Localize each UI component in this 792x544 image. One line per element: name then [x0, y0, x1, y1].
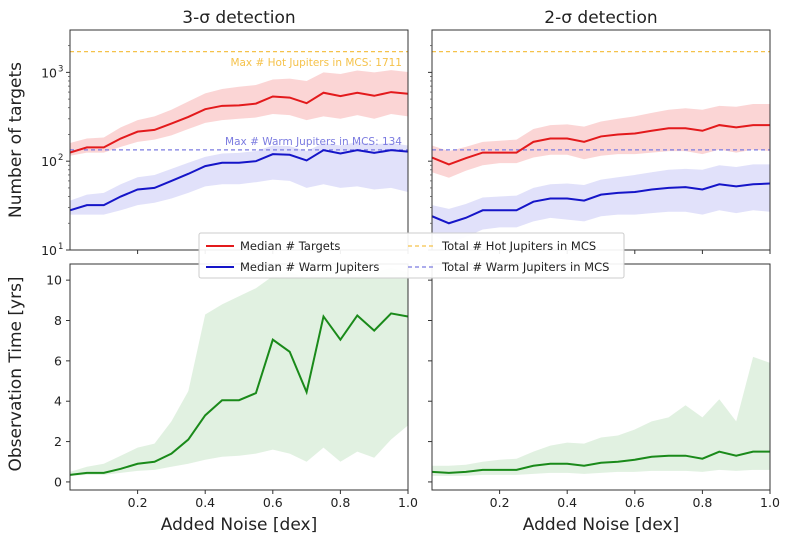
y-tick-label: 0 — [54, 474, 62, 489]
y-tick-label: 4 — [54, 394, 62, 409]
legend-label-median-targets: Median # Targets — [240, 239, 340, 253]
band-observation-time — [432, 356, 770, 476]
plot-area — [432, 51, 770, 243]
band-median-targets — [70, 70, 408, 156]
x-tick-label: 1.0 — [398, 495, 418, 510]
y-tick-label: 2 — [54, 434, 62, 449]
line-median-targets — [432, 124, 770, 166]
line-observation-time — [70, 312, 408, 476]
line-median-warm-jupiters — [432, 182, 770, 225]
warm-jupiter-reference-label: Max # Warm Jupiters in MCS: 134 — [225, 136, 402, 148]
y-tick-label: 8 — [54, 313, 62, 328]
y-tick-exponent: 1 — [58, 242, 63, 252]
legend-label-warm-jupiters: Median # Warm Jupiters — [240, 260, 379, 274]
hot-jupiter-reference-label: Max # Hot Jupiters in MCS: 1711 — [230, 57, 402, 69]
legend-box — [198, 232, 625, 279]
legend: Median # Targets Total # Hot Jupiters in… — [198, 232, 625, 279]
panel-2-sigma-targets — [428, 29, 771, 254]
panel-3-sigma-time: 0.2 0.4 0.6 0.8 1.0 0 2 4 6 8 10 — [46, 263, 418, 510]
x-tick-label: 0.8 — [330, 495, 350, 510]
y-tick-label: 10 — [41, 65, 57, 80]
plot-area — [70, 268, 408, 476]
band-median-warm-jupiters — [432, 164, 770, 243]
panel-2-sigma-time: 0.2 0.4 0.6 0.8 1.0 — [428, 263, 780, 510]
x-tick-label: 0.2 — [128, 495, 148, 510]
y-tick-label: 10 — [41, 154, 57, 169]
x-tick-label: 0.6 — [625, 495, 645, 510]
x-tick-label: 0.6 — [263, 495, 283, 510]
y-axis-label-top: Number of targets — [6, 62, 26, 218]
x-tick-label: 0.4 — [195, 495, 215, 510]
x-tick-label: 0.4 — [557, 495, 577, 510]
x-axis-label-left: Added Noise [dex] — [161, 515, 317, 535]
legend-label-hot-jupiters: Total # Hot Jupiters in MCS — [441, 239, 596, 253]
band-median-warm-jupiters — [70, 141, 408, 215]
line-median-targets — [70, 91, 408, 154]
y-tick-label: 10 — [46, 273, 62, 288]
legend-label-total-warm-jupiters: Total # Warm Jupiters in MCS — [441, 260, 609, 274]
plot-area — [432, 356, 770, 476]
y-tick-exponent: 3 — [58, 64, 63, 74]
panel-title-3sigma: 3-σ detection — [182, 8, 295, 28]
y-axis-label-bottom: Observation Time [yrs] — [6, 276, 26, 471]
x-tick-label: 0.2 — [490, 495, 510, 510]
y-tick-exponent: 2 — [58, 153, 63, 163]
band-observation-time — [70, 268, 408, 476]
x-axis-label-right: Added Noise [dex] — [523, 515, 679, 535]
line-observation-time — [432, 450, 770, 474]
band-median-targets — [432, 104, 770, 178]
line-median-warm-jupiters — [70, 149, 408, 212]
y-tick-label: 6 — [54, 353, 62, 368]
x-tick-label: 0.8 — [692, 495, 712, 510]
y-tick-label: 10 — [41, 243, 57, 258]
plot-area — [70, 51, 408, 215]
x-tick-label: 1.0 — [760, 495, 780, 510]
panel-title-2sigma: 2-σ detection — [544, 8, 657, 28]
